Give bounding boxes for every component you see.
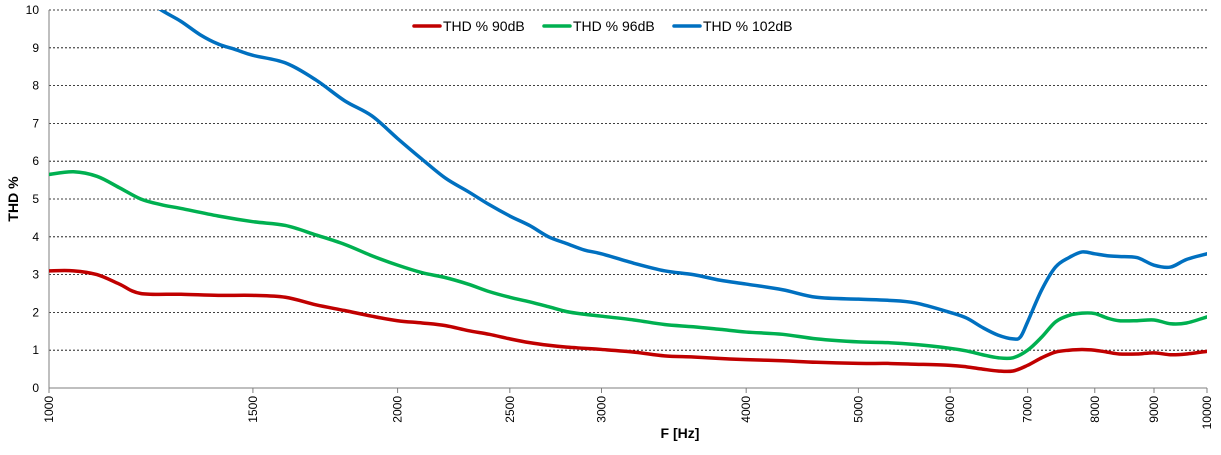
y-tick-label: 6 — [32, 154, 39, 168]
x-tick-label: 2500 — [503, 396, 517, 423]
axes — [48, 10, 1207, 389]
x-tick-label: 1500 — [246, 396, 260, 423]
y-tick-label: 5 — [32, 192, 39, 206]
y-tick-label: 7 — [32, 116, 39, 130]
y-tick-labels: 0 1 2 3 4 5 6 7 8 9 10 — [26, 3, 40, 395]
x-tick-label: 7000 — [1021, 396, 1035, 423]
legend: THD % 90dB THD % 96dB THD % 102dB — [412, 18, 792, 34]
x-tick-label: 1000 — [42, 396, 56, 423]
x-tick-labels: 1000 1500 2000 2500 3000 4000 5000 6000 7000 8000… — [42, 388, 1214, 429]
series-line-2 — [157, 10, 1207, 341]
x-tick-label: 4000 — [739, 396, 753, 423]
y-tick-label: 8 — [32, 79, 39, 93]
x-tick-label: 5000 — [851, 396, 865, 423]
x-axis-title: F [Hz] — [661, 425, 700, 441]
x-tick-label: 2000 — [391, 396, 405, 423]
legend-label-1: THD % 96dB — [573, 18, 655, 34]
y-tick-label: 3 — [32, 268, 39, 282]
x-tick-label: 3000 — [595, 396, 609, 423]
x-tick-label: 6000 — [943, 396, 957, 423]
series-line-1 — [49, 170, 1207, 361]
y-tick-label: 9 — [32, 41, 39, 55]
y-tick-label: 0 — [32, 381, 39, 395]
y-tick-label: 1 — [32, 343, 39, 357]
y-tick-label: 2 — [32, 305, 39, 319]
y-axis-title: THD % — [5, 176, 21, 222]
x-tick-label: 10000 — [1200, 396, 1214, 430]
series-line-0 — [49, 268, 1207, 374]
y-tick-label: 10 — [26, 3, 40, 17]
legend-label-2: THD % 102dB — [703, 18, 792, 34]
series-lines — [49, 10, 1207, 374]
y-tick-label: 4 — [32, 230, 39, 244]
x-tick-label: 8000 — [1088, 396, 1102, 423]
gridlines — [49, 9, 1207, 351]
legend-label-0: THD % 90dB — [443, 18, 525, 34]
x-tick-label: 9000 — [1147, 396, 1161, 423]
